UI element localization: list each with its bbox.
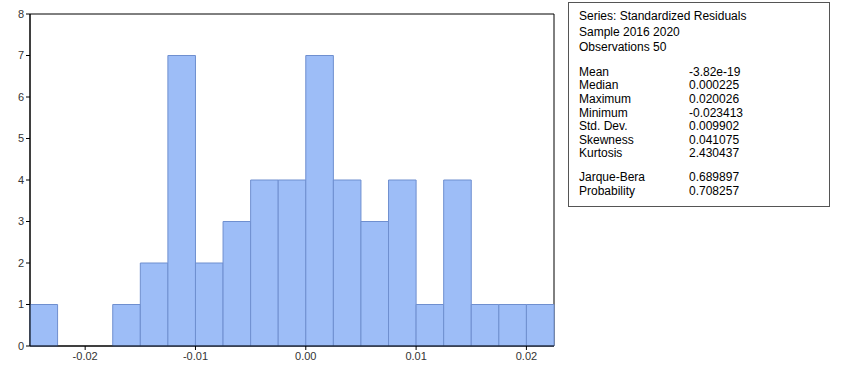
html-text:-3.82e-19: -3.82e-19 <box>689 64 741 79</box>
svg-text:0.01: 0.01 <box>405 350 426 362</box>
svg-text:-0.01: -0.01 <box>183 350 208 362</box>
html-text:2.430437: 2.430437 <box>689 146 740 161</box>
svg-text:6: 6 <box>18 91 24 103</box>
html-text:Minimum: Minimum <box>579 105 628 120</box>
html-text:Median: Median <box>579 78 619 93</box>
html-text:0.020026: 0.020026 <box>689 92 740 106</box>
svg-text:8: 8 <box>18 8 24 20</box>
html-text:Kurtosis: Kurtosis <box>579 146 623 161</box>
html-text:Maximum: Maximum <box>579 92 631 106</box>
html-text:0.708257: 0.708257 <box>689 183 740 198</box>
html-text:Jarque-Bera: Jarque-Bera <box>579 169 645 184</box>
html-text:0.000225: 0.000225 <box>689 78 740 93</box>
svg-text:1: 1 <box>18 298 24 310</box>
html-text:Mean: Mean <box>579 64 609 79</box>
svg-text:0: 0 <box>18 340 24 352</box>
html-text:Std. Dev.: Std. Dev. <box>579 119 628 134</box>
html-text:Observations 50: Observations 50 <box>579 40 667 55</box>
svg-text:0.00: 0.00 <box>295 350 316 362</box>
svg-text:2: 2 <box>18 257 24 269</box>
html-text:Probability: Probability <box>579 183 635 198</box>
svg-text:7: 7 <box>18 49 24 61</box>
svg-text:-0.02: -0.02 <box>73 350 98 362</box>
svg-text:5: 5 <box>18 132 24 144</box>
html-text:Sample 2016 2020: Sample 2016 2020 <box>579 24 680 39</box>
svg-text:4: 4 <box>18 174 24 186</box>
html-text:0.041075: 0.041075 <box>689 132 740 147</box>
html-text:-0.023413: -0.023413 <box>689 105 743 120</box>
html-text:Skewness: Skewness <box>579 132 634 147</box>
html-text:0.009902: 0.009902 <box>689 119 740 134</box>
svg-text:0.02: 0.02 <box>516 350 537 362</box>
html-text:0.689897: 0.689897 <box>689 169 740 184</box>
svg-text:3: 3 <box>18 215 24 227</box>
html-text:Series: Standardized Residuals: Series: Standardized Residuals <box>579 9 747 23</box>
